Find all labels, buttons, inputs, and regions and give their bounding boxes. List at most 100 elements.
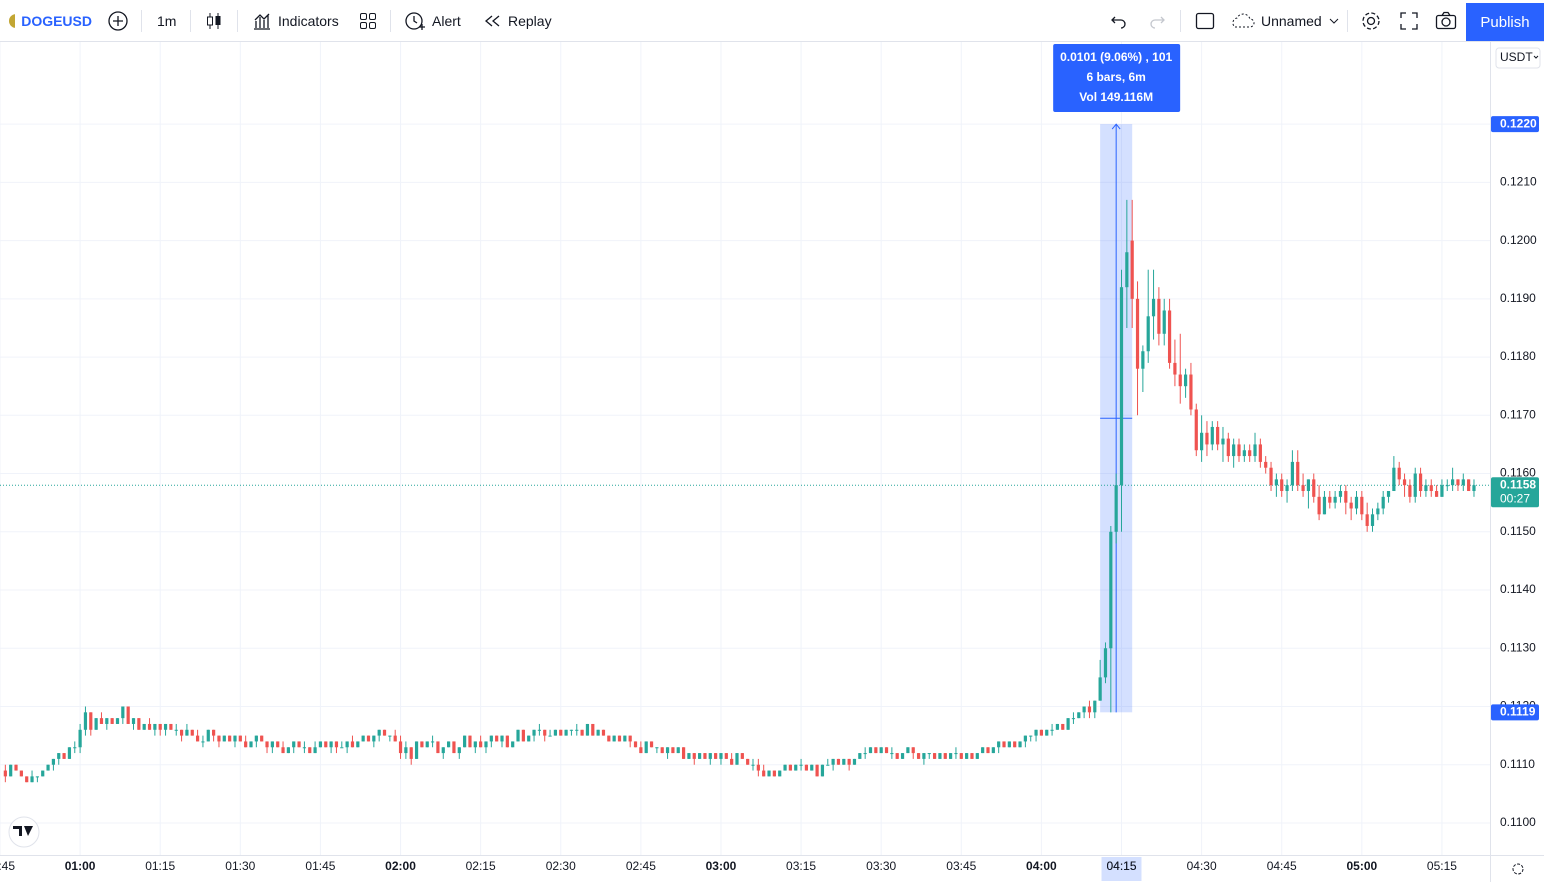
candle-body: [1034, 729, 1038, 736]
candle-body: [1125, 252, 1129, 288]
candle-body: [676, 747, 680, 754]
candle-body: [441, 747, 445, 754]
measure-arrow-head: [1111, 123, 1121, 130]
candle-body: [1018, 741, 1022, 748]
alert-text: Alert: [432, 12, 461, 29]
candle-body: [986, 747, 990, 754]
candle-body: [1360, 496, 1364, 515]
fullscreen[interactable]: [1399, 0, 1419, 41]
candle-body: [484, 741, 488, 748]
candle-body: [1071, 718, 1076, 720]
candle-body: [222, 735, 226, 742]
candle-body: [649, 741, 654, 748]
candle-body: [1066, 718, 1070, 730]
candle-body: [361, 735, 365, 742]
candle-body: [863, 753, 867, 755]
candle-body: [826, 764, 830, 766]
candle-body: [500, 735, 504, 742]
candle-body: [831, 758, 835, 765]
candle-body: [190, 729, 194, 736]
candle-body: [163, 723, 168, 730]
candle-body: [51, 758, 56, 765]
candle-body: [596, 729, 600, 736]
candle-body: [228, 735, 232, 742]
candle-body: [281, 747, 285, 754]
candle-body: [1354, 496, 1359, 509]
candle-body: [1232, 444, 1236, 457]
redo[interactable]: [1148, 0, 1166, 41]
candle-body: [1424, 485, 1428, 492]
symbol-button[interactable]: DOGEUSD: [8, 0, 92, 41]
y-tick-label: 0.1100: [1500, 815, 1536, 829]
alert-icon: [405, 11, 425, 30]
candle-body: [9, 764, 13, 777]
indicators[interactable]: Indicators: [252, 0, 339, 41]
candle-body: [1162, 310, 1166, 334]
layouts[interactable]: [359, 0, 377, 41]
candle-body: [409, 747, 413, 759]
settings[interactable]: [1360, 0, 1382, 41]
replay-text: Replay: [508, 12, 552, 29]
publish-button[interactable]: Publish: [1466, 3, 1544, 41]
layout-name[interactable]: Unnamed: [1229, 0, 1340, 41]
snapshot[interactable]: [1435, 0, 1457, 41]
candle-body: [1189, 374, 1193, 410]
candle-body: [698, 753, 702, 759]
candle-body: [724, 753, 728, 759]
candle-body: [1183, 374, 1188, 387]
candle-body: [756, 764, 760, 771]
replay[interactable]: Replay: [484, 0, 552, 41]
y-tick-label: 0.1180: [1500, 349, 1536, 363]
price-tag: [1491, 116, 1539, 133]
fullscreen-toggle[interactable]: [1195, 0, 1215, 41]
candle-body: [607, 735, 611, 742]
candle-body: [511, 741, 515, 748]
x-tick-label: 02:15: [466, 859, 496, 873]
candle-body: [639, 747, 643, 754]
alert[interactable]: Alert: [404, 0, 461, 41]
candle-body: [612, 735, 616, 742]
measure-box: [1053, 44, 1181, 112]
candle-body: [142, 723, 146, 730]
x-tick-label: 03:30: [866, 859, 896, 873]
candle-body: [1392, 467, 1396, 492]
candle-body: [1285, 485, 1289, 492]
interval[interactable]: 1m: [157, 0, 176, 41]
x-tick-label: 05:15: [1427, 859, 1457, 873]
measure-text: Vol 149.116M: [1079, 90, 1153, 104]
candle-body: [981, 747, 985, 754]
candle-body: [147, 723, 152, 730]
undo[interactable]: [1110, 0, 1128, 41]
chart-type[interactable]: [205, 0, 223, 41]
candle-body: [153, 723, 157, 730]
candle-body: [708, 753, 712, 759]
candle-body: [473, 741, 477, 748]
candle-body: [1306, 479, 1311, 492]
candle-body: [1167, 310, 1172, 363]
candle-body: [41, 770, 45, 777]
candle-body: [730, 758, 734, 765]
countdown-label: 00:27: [1500, 491, 1530, 505]
square-icon: [1195, 12, 1215, 29]
candle-body: [297, 741, 301, 748]
y-tick-label: 0.1190: [1500, 291, 1536, 305]
candle-body: [916, 753, 921, 759]
candle-body: [1200, 432, 1204, 451]
candle-body: [463, 735, 467, 748]
x-tick-label: 03:00: [706, 859, 737, 873]
y-tick-label: 0.1200: [1500, 233, 1537, 247]
candle-body: [1007, 741, 1011, 748]
candle-body: [1002, 741, 1006, 748]
candle-body: [911, 747, 915, 754]
candle-body: [414, 741, 419, 759]
interval-text: 1m: [157, 12, 177, 29]
x-tick-label: 01:45: [305, 859, 335, 873]
add-symbol[interactable]: [107, 0, 129, 41]
candle-body: [900, 753, 905, 759]
price-tag-label: 0.1119: [1500, 704, 1536, 718]
chart: 0.11000.11100.11200.11300.11400.11500.11…: [0, 42, 1544, 882]
candle-body: [382, 729, 387, 736]
candle-body: [292, 741, 296, 748]
candle-body: [276, 741, 280, 748]
